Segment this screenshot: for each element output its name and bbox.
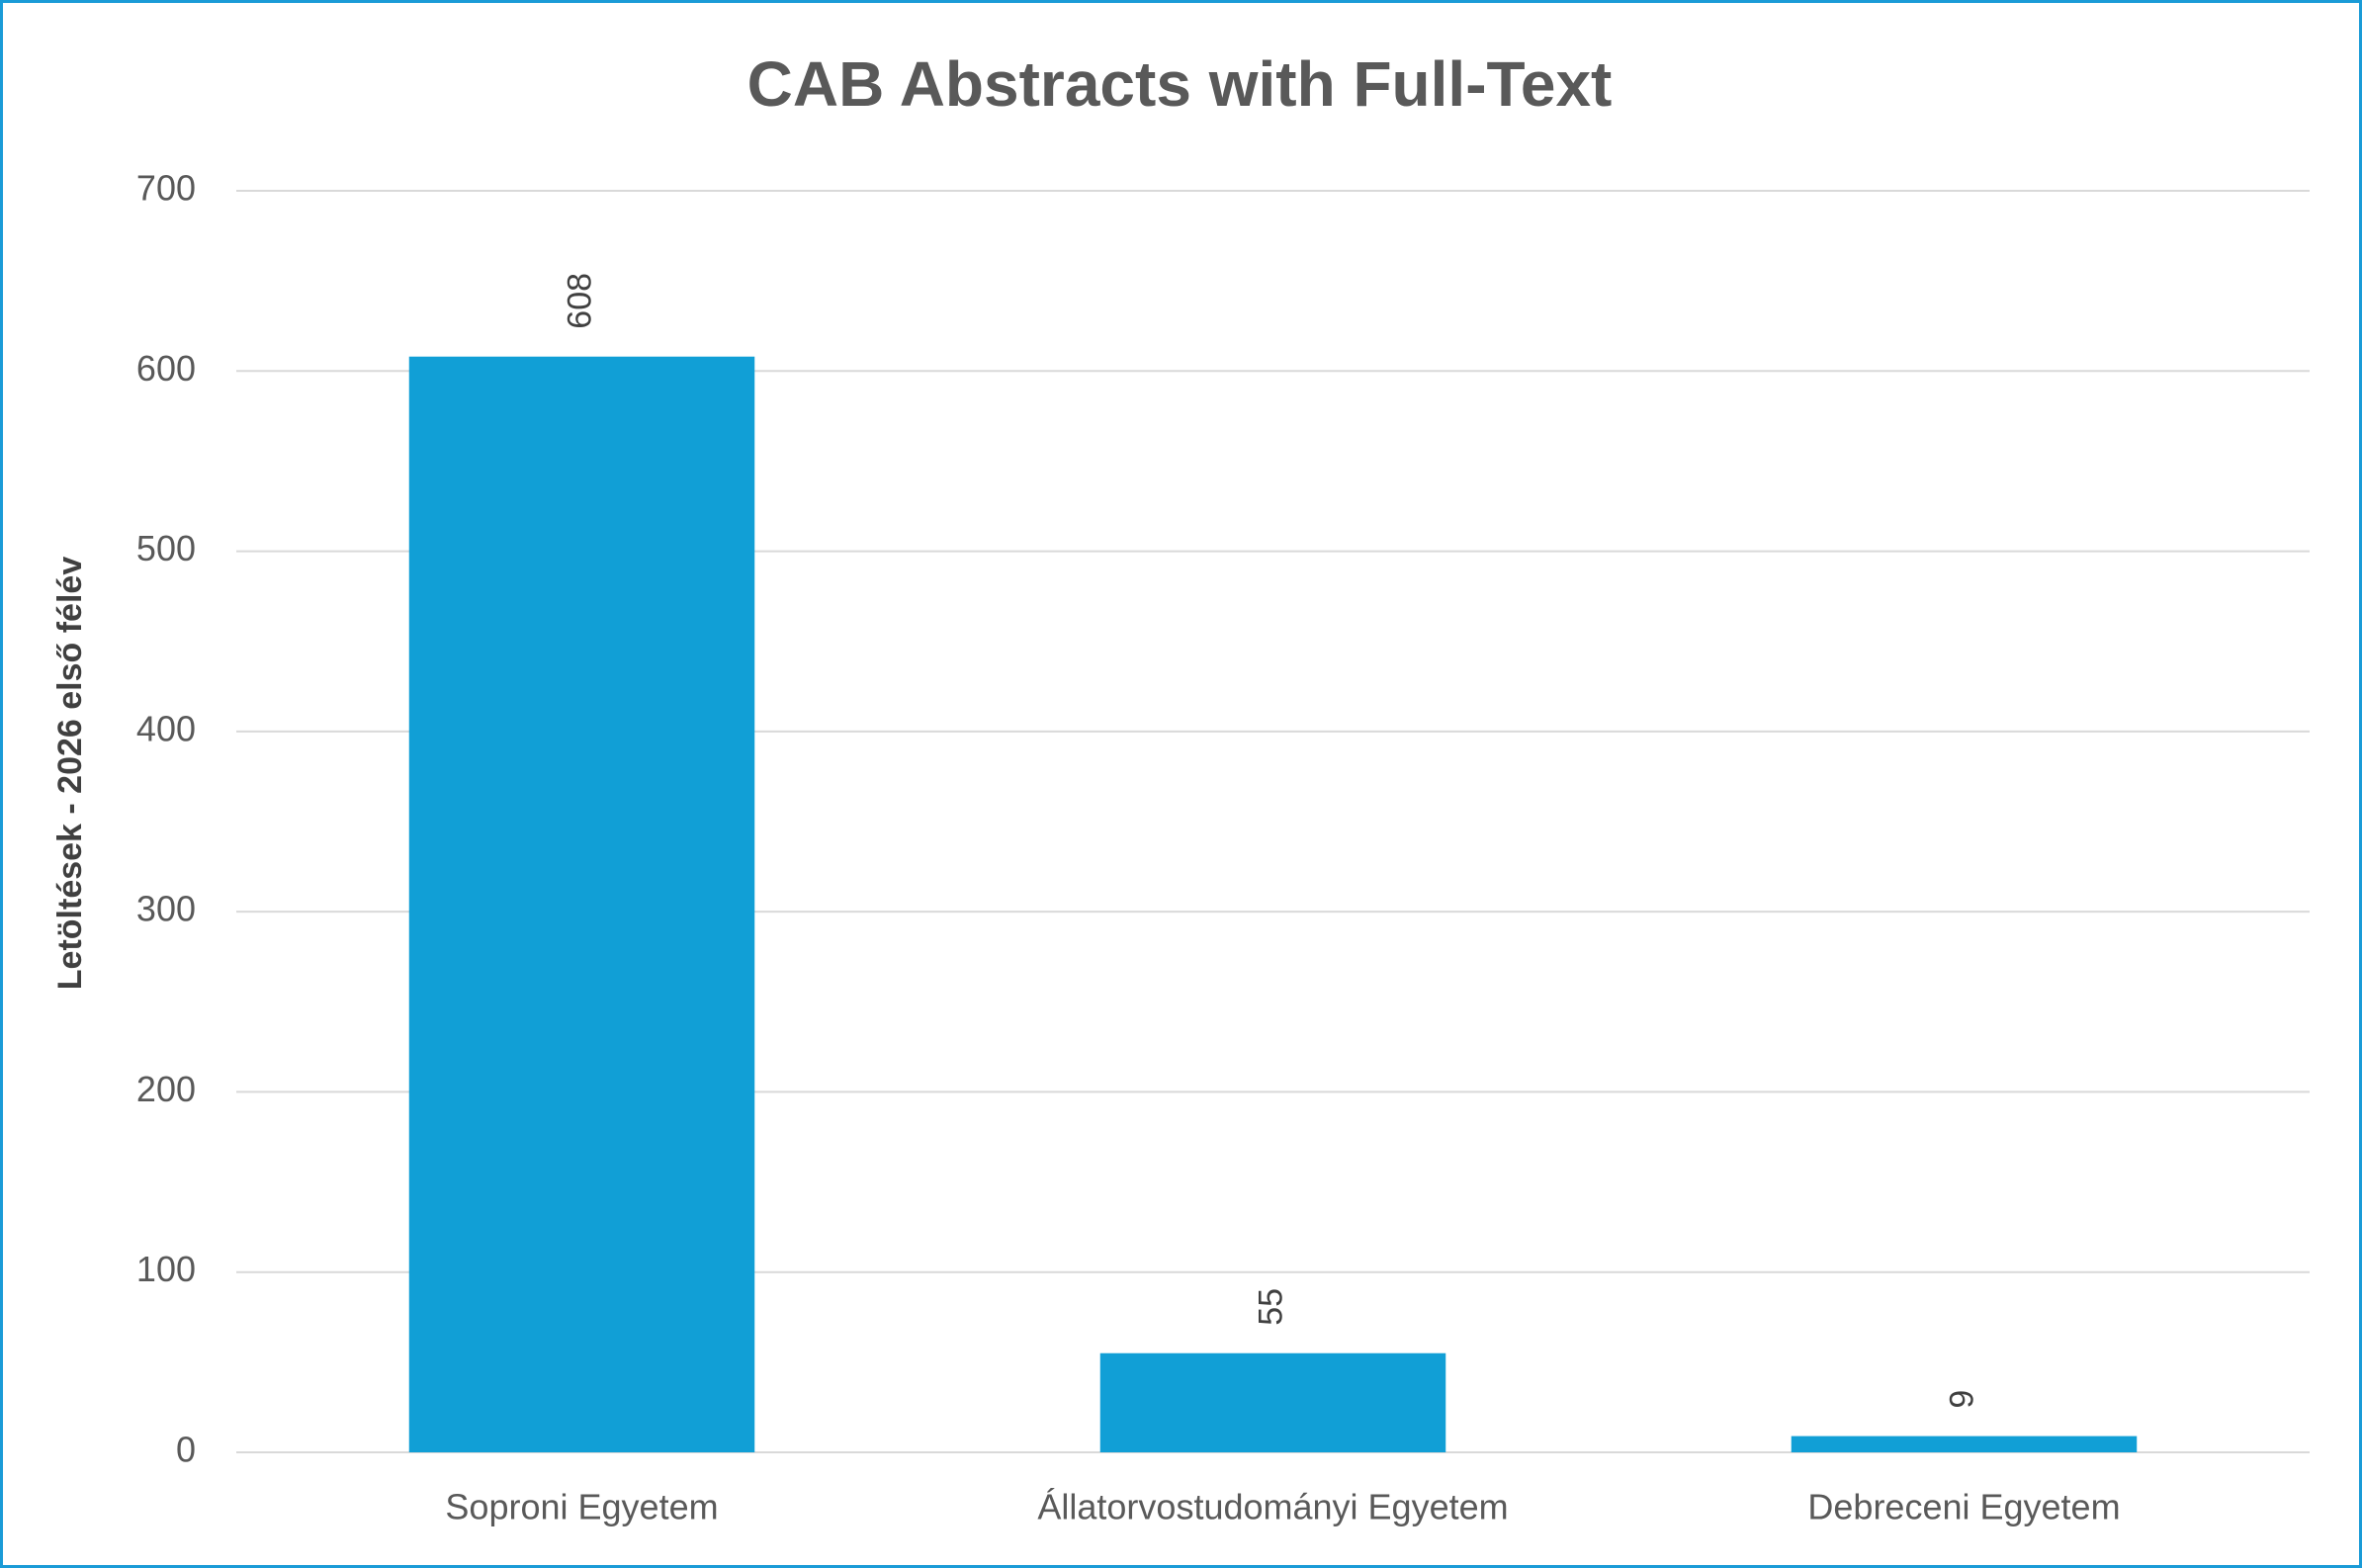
y-tick-label: 100	[136, 1249, 196, 1289]
y-tick-label: 600	[136, 348, 196, 389]
chart-title: CAB Abstracts with Full-Text	[747, 48, 1613, 120]
y-tick-label: 700	[136, 168, 196, 209]
y-tick-label: 0	[176, 1430, 196, 1470]
y-tick-label: 300	[136, 889, 196, 929]
y-tick-label: 200	[136, 1069, 196, 1109]
x-tick-label: Soproni Egyetem	[445, 1487, 718, 1527]
data-label: 55	[1252, 1288, 1289, 1326]
y-axis-title: Letöltések - 2026 első félév	[51, 557, 89, 991]
data-label: 9	[1943, 1390, 1980, 1409]
y-tick-label: 500	[136, 528, 196, 568]
bar	[408, 356, 755, 1452]
bar	[1099, 1352, 1446, 1452]
data-label: 608	[561, 273, 598, 329]
bar	[1791, 1436, 2138, 1452]
y-tick-label: 400	[136, 708, 196, 748]
x-tick-label: Debreceni Egyetem	[1807, 1487, 2120, 1527]
x-tick-label: Állatorvostudományi Egyetem	[1037, 1487, 1508, 1527]
